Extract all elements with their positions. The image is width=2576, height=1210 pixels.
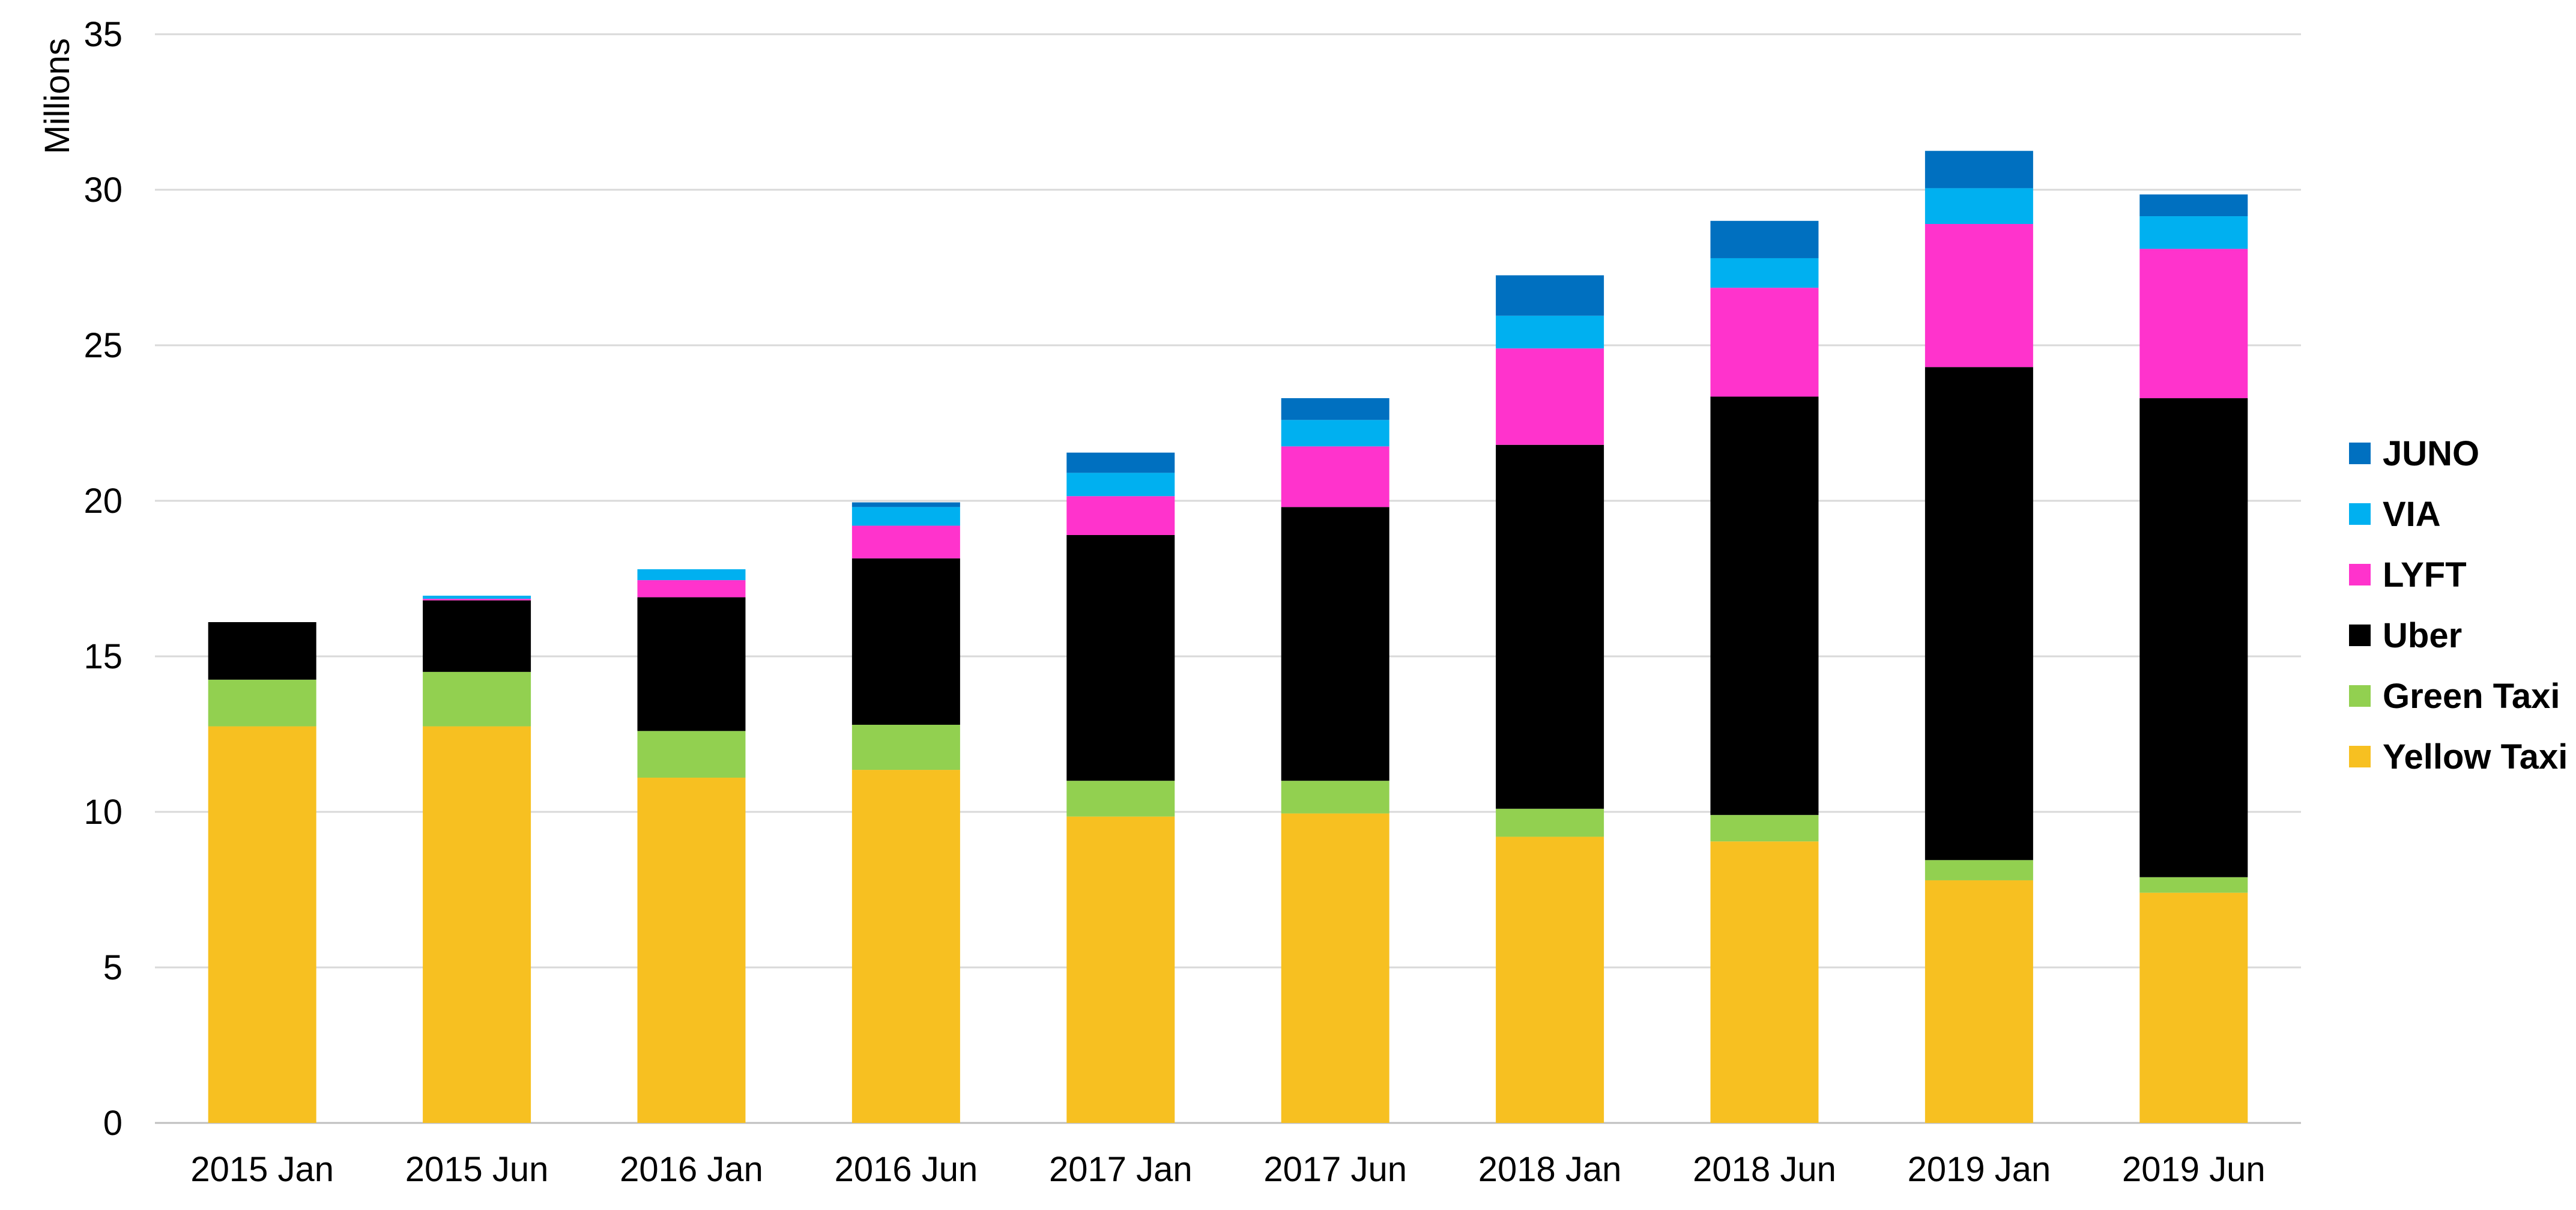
legend-label: VIA — [2383, 495, 2441, 534]
bar-segment — [851, 724, 960, 770]
bar-segment — [1496, 348, 1604, 445]
bar-segment — [1281, 507, 1389, 781]
y-tick-label: 25 — [83, 326, 122, 365]
bar-segment — [423, 595, 531, 599]
legend: JUNO VIA LYFT Uber Green Taxi Yellow Taxi — [2349, 434, 2568, 776]
bar-segment — [1924, 188, 2033, 224]
bar-segment — [2139, 877, 2248, 893]
bar-segment — [1924, 860, 2033, 880]
bar-segment — [1710, 220, 1819, 258]
legend-label: Yellow Taxi — [2383, 737, 2568, 776]
bar-segment — [2139, 892, 2248, 1123]
y-tick-label: 0 — [103, 1104, 122, 1143]
bar-segment — [208, 622, 316, 680]
y-axis-label: Millions — [38, 38, 77, 154]
bar-segment — [1066, 496, 1175, 535]
bar-segment — [2139, 216, 2248, 249]
bar-segment — [851, 770, 960, 1123]
legend-swatch — [2349, 746, 2371, 767]
bar-segment — [1281, 781, 1389, 814]
bar-segment — [423, 671, 531, 727]
bar-segment — [637, 731, 746, 778]
bar-segment — [1710, 841, 1819, 1123]
x-tick-label: 2017 Jan — [1049, 1150, 1193, 1189]
bar-segment — [1496, 275, 1604, 316]
bar-segment — [1066, 534, 1175, 781]
bar-segment — [851, 507, 960, 526]
x-tick-label: 2017 Jun — [1263, 1150, 1407, 1189]
bar-segment — [1066, 452, 1175, 473]
x-tick-label: 2019 Jan — [1908, 1150, 2051, 1189]
bar-segment — [1066, 816, 1175, 1123]
bar-segment — [423, 599, 531, 600]
x-tick-label: 2018 Jan — [1478, 1150, 1622, 1189]
bar-segment — [637, 778, 746, 1123]
y-tick-label: 10 — [83, 793, 122, 832]
bar-segment — [637, 569, 746, 581]
x-tick-label: 2016 Jun — [835, 1150, 978, 1189]
bar-segment — [1710, 396, 1819, 815]
bar-segment — [2139, 194, 2248, 217]
bar-segment — [1066, 473, 1175, 497]
x-tick-label: 2018 Jun — [1693, 1150, 1836, 1189]
y-tick-label: 30 — [83, 171, 122, 210]
bar-segment — [1281, 398, 1389, 420]
legend-swatch — [2349, 625, 2371, 646]
legend-label: LYFT — [2383, 555, 2467, 594]
bar-segment — [423, 726, 531, 1123]
legend-swatch — [2349, 564, 2371, 585]
bars — [208, 151, 2248, 1123]
x-tick-label: 2016 Jan — [620, 1150, 763, 1189]
y-tick-label: 5 — [103, 948, 122, 987]
bar-segment — [208, 726, 316, 1123]
bar-segment — [1924, 367, 2033, 861]
bar-segment — [1924, 223, 2033, 368]
legend-label: Green Taxi — [2383, 677, 2560, 716]
bar-segment — [1710, 288, 1819, 397]
y-tick-label: 15 — [83, 637, 122, 676]
bar-segment — [1710, 258, 1819, 288]
bar-segment — [637, 597, 746, 731]
bar-segment — [1281, 813, 1389, 1123]
x-tick-label: 2015 Jan — [190, 1150, 334, 1189]
legend-swatch — [2349, 685, 2371, 707]
bar-segment — [2139, 249, 2248, 399]
x-tick-label: 2019 Jun — [2122, 1150, 2266, 1189]
x-tick-label: 2015 Jun — [405, 1150, 549, 1189]
bar-segment — [1496, 808, 1604, 837]
legend-label: JUNO — [2383, 434, 2479, 473]
y-tick-label: 20 — [83, 482, 122, 521]
bar-segment — [851, 525, 960, 558]
bar-segment — [2139, 398, 2248, 877]
legend-label: Uber — [2383, 616, 2462, 655]
legend-swatch — [2349, 443, 2371, 464]
bar-segment — [1924, 880, 2033, 1123]
bar-segment — [1281, 420, 1389, 447]
bar-segment — [1496, 836, 1604, 1123]
bar-segment — [851, 558, 960, 725]
bar-segment — [208, 679, 316, 727]
bar-segment — [1496, 315, 1604, 349]
legend-swatch — [2349, 503, 2371, 525]
bar-segment — [637, 580, 746, 597]
bar-segment — [1710, 815, 1819, 842]
bar-segment — [851, 502, 960, 507]
bar-segment — [1496, 444, 1604, 809]
y-tick-label: 35 — [83, 15, 122, 54]
bar-segment — [1281, 446, 1389, 507]
bar-segment — [1924, 151, 2033, 189]
bar-segment — [423, 600, 531, 672]
bar-segment — [1066, 781, 1175, 817]
